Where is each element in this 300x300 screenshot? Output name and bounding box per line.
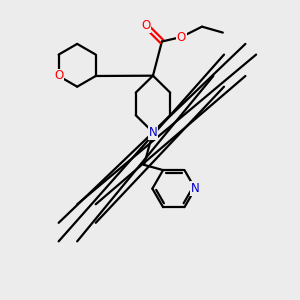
Text: O: O: [177, 31, 186, 44]
Text: N: N: [191, 182, 200, 195]
Text: N: N: [148, 126, 157, 139]
Text: O: O: [54, 70, 63, 83]
Text: O: O: [141, 19, 150, 32]
